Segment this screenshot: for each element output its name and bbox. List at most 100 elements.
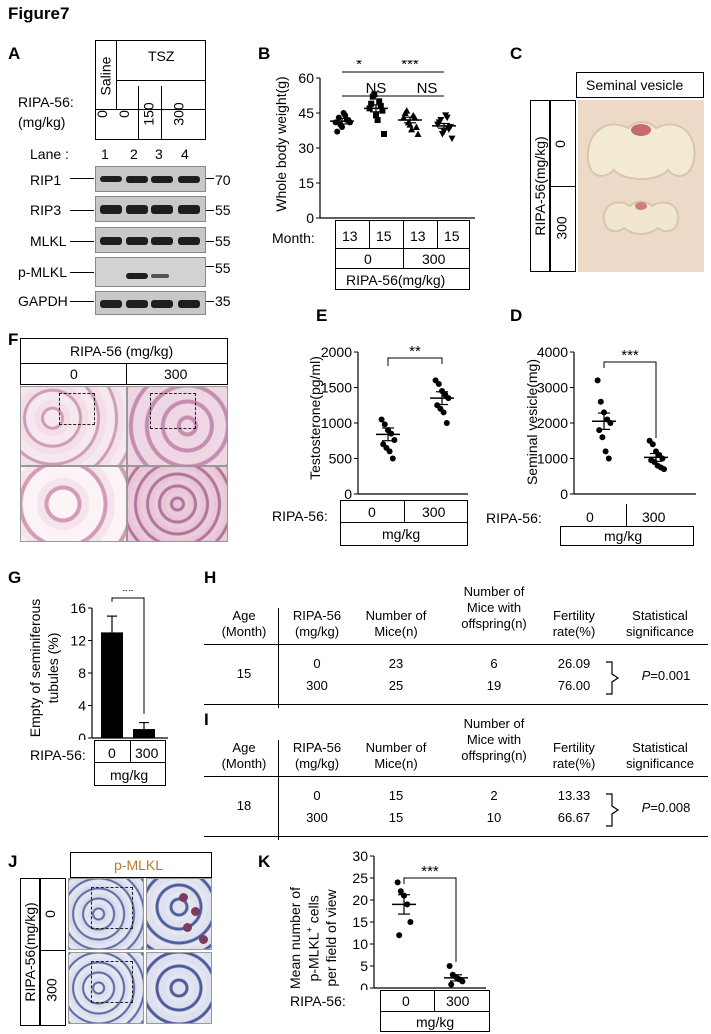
e-sig-label: ** bbox=[409, 343, 421, 360]
g-unit: mg/kg bbox=[110, 767, 149, 783]
i-p-value: P=0.008 bbox=[641, 800, 691, 815]
d-group-0: 0 bbox=[586, 509, 594, 525]
i-row2-rate: 66.67 bbox=[557, 810, 591, 825]
d-point-0-6 bbox=[599, 434, 606, 441]
h-p-value: P=0.001 bbox=[641, 668, 691, 683]
blot-strip-gapdh bbox=[95, 291, 206, 315]
e-ytick-label-0: 0 bbox=[344, 486, 352, 502]
b-point-0-5 bbox=[334, 128, 341, 135]
d-ytick-label-3: 3000 bbox=[537, 380, 568, 396]
j-side-label: RIPA-56(mg/kg) bbox=[22, 902, 38, 1002]
b-sig-2-label: *** bbox=[401, 60, 419, 73]
dose-lane-3: 150 bbox=[140, 102, 157, 126]
b-point-0-1 bbox=[335, 114, 342, 121]
panel-d-label: D bbox=[510, 306, 523, 325]
b-ytick-label-4: 60 bbox=[298, 70, 314, 86]
i-row2-mice: 15 bbox=[388, 810, 404, 825]
c-side-box bbox=[530, 100, 550, 272]
i-header-age: Age (Month) bbox=[221, 740, 267, 771]
d-sig-bracket bbox=[603, 361, 657, 438]
i-header-sig: Statistical significance bbox=[626, 740, 694, 771]
k-group-0: 0 bbox=[402, 993, 410, 1009]
e-point-1-8 bbox=[443, 420, 450, 426]
i-row2-offspring: 10 bbox=[486, 810, 502, 825]
b-point-2-6 bbox=[404, 118, 412, 126]
blot-mw-rip3: 55 bbox=[215, 202, 231, 218]
k-ytick-label-4: 20 bbox=[352, 892, 368, 908]
panel-b-label: B bbox=[258, 44, 271, 63]
k-point-0-4 bbox=[407, 919, 414, 925]
e-ytick-label-4: 2000 bbox=[321, 344, 352, 360]
b-month-label: Month: bbox=[272, 230, 315, 246]
h-header-dose: RIPA-56 (mg/kg) bbox=[292, 608, 342, 639]
blot-label-p-mlkl: p-MLKL bbox=[18, 264, 68, 280]
k-ytick-label-5: 25 bbox=[352, 870, 368, 886]
k-ytick-label-6: 30 bbox=[352, 848, 368, 864]
panel-g-label: G bbox=[8, 568, 22, 587]
blot-label-gapdh: GAPDH bbox=[18, 293, 68, 309]
b-point-1-9 bbox=[381, 131, 387, 137]
blot-mw-p-mlkl: 55 bbox=[215, 260, 231, 276]
e-point-0-1 bbox=[381, 421, 388, 428]
tsz-header: TSZ bbox=[148, 48, 175, 64]
k-sig-bracket bbox=[403, 877, 457, 962]
b-month-1: 13 bbox=[342, 228, 358, 244]
blot-mw-rip1: 70 bbox=[215, 172, 231, 188]
g-bar-0 bbox=[101, 632, 123, 738]
b-sig-1-label: * bbox=[356, 60, 362, 73]
d-point-1-9 bbox=[661, 466, 667, 473]
f-group-0: 0 bbox=[70, 366, 78, 382]
d-sig-label: *** bbox=[621, 347, 639, 364]
e-point-0-8 bbox=[389, 455, 396, 462]
j-row-300: 300 bbox=[43, 978, 60, 1002]
d-x-label: RIPA-56: bbox=[486, 510, 542, 526]
k-point-0-0 bbox=[394, 879, 401, 886]
f-tissue-0-high bbox=[20, 466, 127, 542]
c-title-box bbox=[576, 72, 704, 98]
b-ytick-label-3: 45 bbox=[298, 105, 314, 121]
j-row-0: 0 bbox=[41, 910, 58, 918]
k-point-0-1 bbox=[397, 888, 404, 895]
i-row2-dose: 300 bbox=[306, 810, 328, 825]
d-point-0-0 bbox=[594, 377, 601, 384]
c-photo bbox=[578, 100, 704, 272]
e-ytick-label-3: 1500 bbox=[321, 380, 352, 396]
g-x-label: RIPA-56: bbox=[30, 747, 86, 763]
b-point-2-0 bbox=[400, 114, 408, 121]
blot-label-rip1: RIP1 bbox=[30, 172, 62, 188]
b-point-3-9 bbox=[448, 135, 456, 143]
dose-label-2: (mg/kg) bbox=[18, 114, 66, 130]
panel-j-label: J bbox=[8, 852, 18, 871]
k-point-0-5 bbox=[396, 932, 403, 939]
b-group-1: 0 bbox=[364, 251, 372, 267]
i-row1-rate: 13.33 bbox=[557, 788, 591, 803]
dose-lane-1: 0 bbox=[93, 110, 110, 118]
blot-label-rip3: RIP3 bbox=[30, 202, 62, 218]
b-point-2-7 bbox=[408, 125, 416, 133]
d-point-0-2 bbox=[601, 409, 607, 416]
g-bar-1 bbox=[133, 729, 155, 738]
dose-row-box bbox=[95, 86, 206, 140]
panel-f-label: F bbox=[8, 330, 19, 349]
h-row2-rate: 76.00 bbox=[557, 678, 591, 693]
chart-g: 0 4 8 12 16 ** bbox=[70, 590, 168, 740]
c-side-label: RIPA-56(mg/kg) bbox=[532, 136, 548, 236]
k-unit: mg/kg bbox=[416, 1014, 455, 1030]
b-point-1-5 bbox=[368, 100, 375, 107]
k-x-label: RIPA-56: bbox=[290, 993, 346, 1009]
d-ytick-label-0: 0 bbox=[560, 486, 568, 502]
table-i: Age (Month) RIPA-56 (mg/kg) Number of Mi… bbox=[200, 712, 710, 842]
h-header-mice: Number of Mice(n) bbox=[365, 608, 427, 639]
f-tissue-300-low bbox=[127, 386, 228, 466]
panel-k-label: K bbox=[258, 852, 271, 871]
e-unit: mg/kg bbox=[382, 526, 421, 542]
g-group-300: 300 bbox=[135, 745, 159, 761]
g-ytick-label-2: 8 bbox=[78, 665, 86, 681]
b-point-2-5 bbox=[401, 109, 409, 116]
chart-d: 0 1000 2000 3000 4000 *** bbox=[537, 344, 696, 502]
b-point-1-3 bbox=[376, 98, 383, 105]
lane-2: 2 bbox=[130, 146, 138, 162]
panel-a-label: A bbox=[8, 44, 21, 63]
d-group-300: 300 bbox=[642, 509, 666, 525]
dose-lane-2: 0 bbox=[115, 110, 132, 118]
